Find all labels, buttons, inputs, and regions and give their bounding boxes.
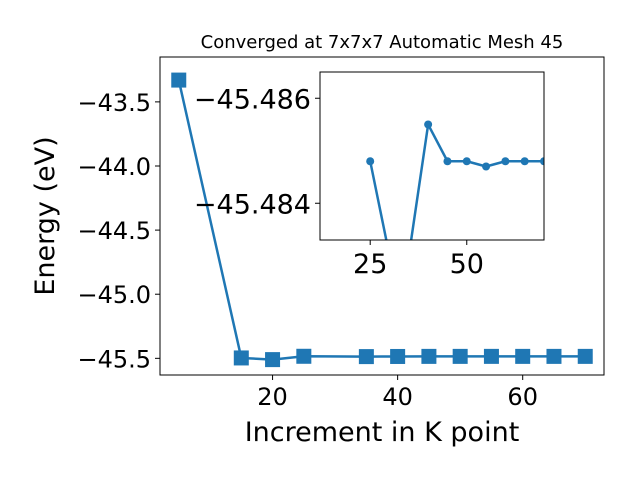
inset-y-tick-label: −45.486 — [194, 84, 311, 115]
main-point — [358, 349, 374, 365]
inset-point — [520, 157, 529, 166]
x-axis-label: Increment in K point — [245, 417, 520, 448]
inset-y-tick-label: −45.484 — [194, 189, 311, 220]
main-point — [577, 348, 593, 364]
main-y-ticks: −45.5 −45.0 −44.5 −44.0 −43.5 — [77, 89, 160, 373]
main-x-tick-label: 60 — [507, 383, 538, 411]
main-y-tick-label: −43.5 — [77, 89, 151, 117]
main-y-tick-label: −44.0 — [77, 153, 151, 181]
main-plot: 20 40 60 −45.5 −45.0 −44.5 −44.0 −43.5 Converg… — [30, 32, 605, 448]
main-point — [483, 348, 499, 364]
inset-point — [443, 157, 452, 166]
main-point — [233, 350, 249, 366]
chart-title: Converged at 7x7x7 Automatic Mesh 45 — [201, 32, 564, 53]
main-point — [421, 348, 437, 364]
inset-background — [320, 72, 544, 240]
main-x-tick-label: 20 — [257, 383, 288, 411]
main-y-tick-label: −45.0 — [77, 281, 151, 309]
main-x-ticks: 20 40 60 — [257, 375, 538, 411]
main-y-tick-label: −45.5 — [77, 345, 151, 373]
main-plot-frame — [159, 56, 605, 376]
main-point — [546, 348, 562, 364]
main-point — [296, 348, 312, 364]
inset-point — [462, 157, 471, 166]
main-y-tick-label: −44.5 — [77, 217, 151, 245]
inset-plot-frame — [319, 71, 545, 241]
main-point — [452, 348, 468, 364]
inset-x-tick-label: 50 — [450, 249, 484, 280]
inset-plot: 25 50 −45.486 −45.484 — [194, 71, 545, 280]
main-x-tick-label: 40 — [382, 383, 413, 411]
inset-point — [540, 157, 544, 166]
main-point — [515, 348, 531, 364]
inset-point — [482, 162, 491, 171]
y-axis-label: Energy (eV) — [30, 136, 61, 295]
main-series-group — [171, 72, 593, 368]
inset-x-tick-label: 25 — [353, 249, 387, 280]
inset-series-line — [368, 123, 544, 240]
inset-x-ticks: 25 50 — [353, 240, 484, 280]
main-point — [265, 352, 281, 368]
main-clipped-marks — [171, 72, 593, 368]
inset-point — [424, 120, 433, 129]
inset-point — [366, 157, 375, 166]
inset-point — [501, 157, 510, 166]
inset-series-group — [366, 120, 544, 240]
inset-clipped-marks — [366, 120, 544, 240]
main-point — [390, 348, 406, 364]
inset-y-ticks: −45.486 −45.484 — [194, 84, 320, 220]
main-point — [171, 72, 187, 88]
